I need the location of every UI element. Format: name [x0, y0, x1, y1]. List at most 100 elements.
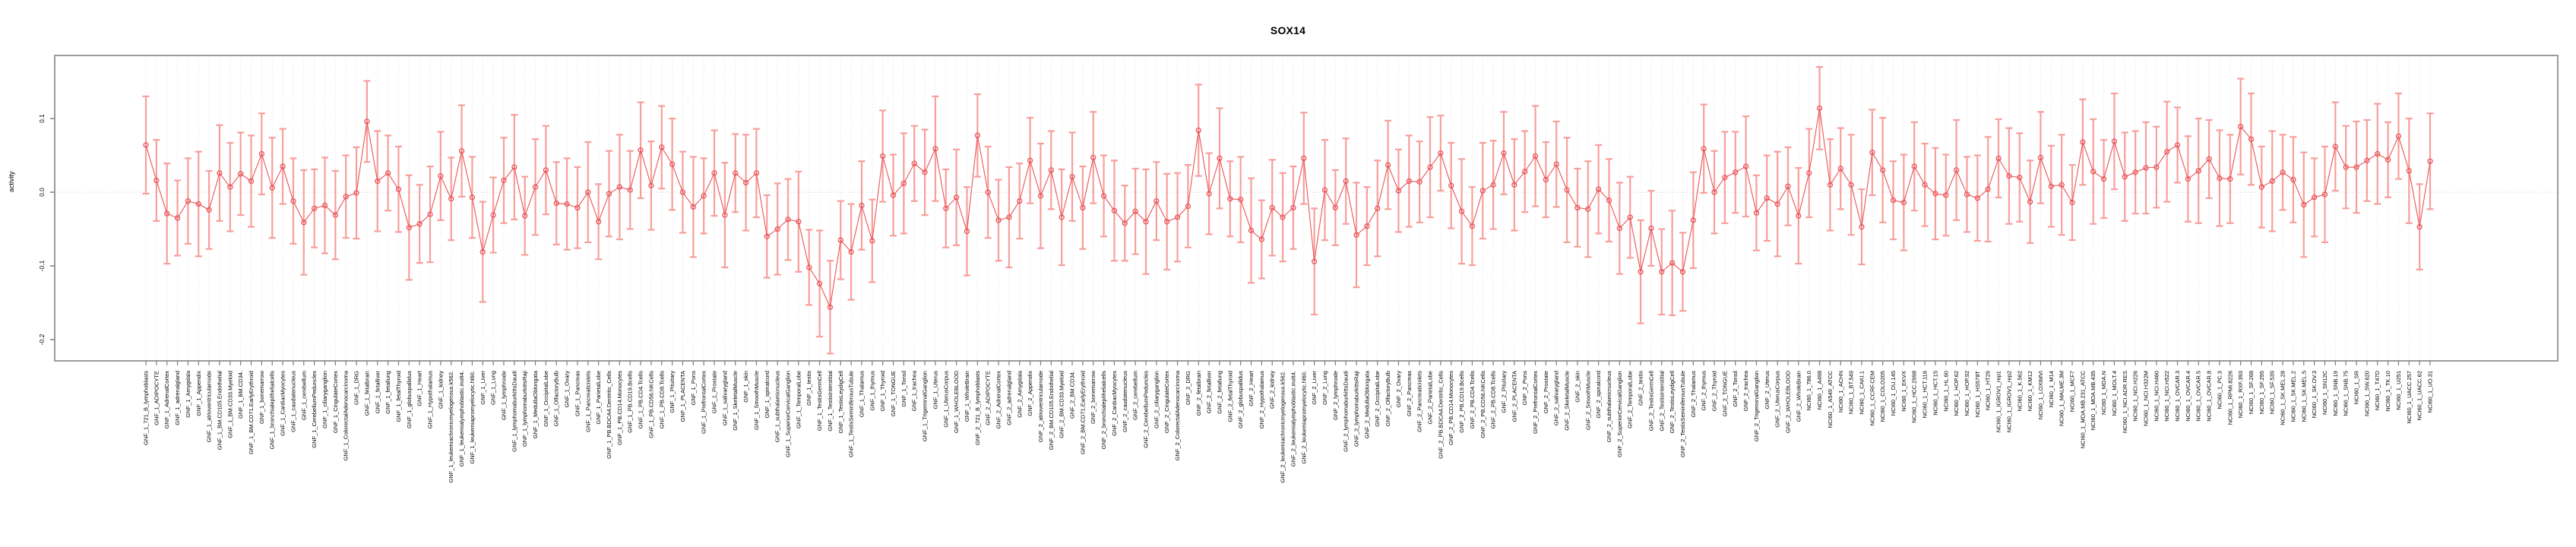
- x-tick-label: NCI60_1_HOP.62: [1953, 371, 1960, 416]
- data-point: [816, 280, 823, 286]
- data-point: [1385, 162, 1391, 168]
- data-point: [2311, 194, 2318, 201]
- data-point: [2364, 157, 2370, 163]
- data-point: [1806, 170, 1812, 176]
- x-tick-label: GNF_1_subthalamicnucleus: [774, 371, 781, 442]
- x-tick-label: GNF_1_bonemarrow: [258, 370, 265, 424]
- data-point: [2217, 175, 2223, 182]
- x-tick-label: NCI60_1_CCRF.CEM: [1869, 371, 1875, 426]
- x-tick-label: NCI60_1_A498: [1816, 371, 1823, 409]
- data-point: [2269, 178, 2275, 185]
- data-point: [2406, 168, 2412, 174]
- data-point: [922, 169, 928, 175]
- data-point: [2100, 175, 2107, 182]
- data-point: [553, 200, 559, 207]
- data-point: [1059, 214, 1065, 220]
- x-tick-label: GNF_2_Uterus: [1764, 371, 1771, 409]
- data-point: [2280, 169, 2286, 175]
- data-point: [1742, 163, 1749, 169]
- data-point: [953, 194, 960, 201]
- x-tick-label: GNF_2_fetallung: [1216, 371, 1223, 414]
- data-point: [1701, 146, 1707, 152]
- x-tick-label: NCI60_1_NCI.H226: [2132, 371, 2139, 422]
- data-point: [2321, 191, 2328, 198]
- x-tick-label: GNF_1_Pons: [690, 371, 697, 406]
- x-tick-label: NCI60_1_SNB.75: [2343, 371, 2350, 416]
- x-tick-label: NCI60_1_SK.OV.3: [2311, 371, 2318, 418]
- x-tick-label: GNF_1_BM.CD105.Endothelial: [216, 371, 223, 451]
- x-tick-label: GNF_2_TestisInterstitial: [1658, 371, 1665, 432]
- data-point: [796, 219, 802, 225]
- data-point: [522, 213, 528, 219]
- x-tick-label: GNF_1_WholeBrain: [964, 371, 970, 422]
- x-tick-label: GNF_2_Tonsil: [1732, 371, 1739, 407]
- x-tick-label: GNF_1_BM.CD34.: [237, 371, 244, 419]
- x-tick-label: GNF_2_thymus: [1701, 371, 1707, 411]
- x-tick-label: GNF_2_Pituitary: [1500, 371, 1507, 413]
- x-tick-label: GNF_1_PB.BDCA4.Dentritic_Cells: [606, 371, 612, 459]
- x-tick-label: GNF_2_OlfactoryBulb: [1385, 371, 1391, 426]
- x-tick-label: GNF_2_MedullaOblongata: [1363, 370, 1370, 438]
- x-tick-label: GNF_2_TestisGermCell: [1647, 371, 1654, 432]
- data-point: [869, 238, 875, 244]
- x-tick-label: NCI60_1_M14: [2048, 371, 2055, 407]
- data-point: [1343, 178, 1349, 185]
- data-point: [900, 180, 907, 187]
- x-tick-label: NCI60_1_NCI.H522: [2163, 371, 2170, 422]
- x-tick-label: NCI60_1_HCC.2998: [1911, 371, 1918, 423]
- x-tick-label: NCI60_1_OVCAR.4: [2185, 371, 2191, 422]
- data-point: [1532, 153, 1539, 160]
- y-tick-label: -0.1: [38, 260, 46, 271]
- data-point: [1048, 167, 1054, 173]
- x-tick-label: GNF_1_TestisSeminiferousTubule: [848, 371, 855, 457]
- x-tick-label: GNF_1_SmoothMuscle: [753, 371, 760, 430]
- data-point: [848, 248, 854, 255]
- x-tick-label: GNF_1_PB.CD4.Tcells: [638, 371, 644, 429]
- data-point: [2301, 201, 2307, 208]
- data-point: [742, 179, 749, 186]
- x-tick-label: GNF_1_TrigeminalGanglion: [922, 371, 929, 441]
- data-point: [1269, 204, 1275, 211]
- data-point: [1090, 154, 1097, 161]
- data-point: [1753, 210, 1760, 216]
- x-tick-label: GNF_1_lymphnode: [500, 371, 507, 420]
- x-tick-label: GNF_2_Ovary: [1395, 371, 1402, 408]
- x-tick-label: NCI60_1_UACC.62: [2416, 371, 2423, 420]
- data-point: [1080, 204, 1086, 211]
- x-tick-label: GNF_1_DRG: [353, 371, 360, 405]
- x-tick-label: GNF_2_SmoothMuscle: [1584, 371, 1591, 430]
- x-tick-label: GNF_1_ciliaryganglion: [321, 371, 328, 428]
- x-tick-label: GNF_1_atrioventricularnode: [206, 371, 213, 442]
- data-point: [2122, 173, 2128, 180]
- data-point: [1100, 193, 1107, 199]
- data-point: [1479, 188, 1486, 194]
- x-tick-label: GNF_2_lymphomaburkittsRaji: [1353, 371, 1360, 447]
- data-point: [2258, 184, 2265, 190]
- data-point: [1659, 269, 1665, 275]
- data-line-group: [145, 108, 2431, 309]
- data-point: [2353, 164, 2359, 170]
- data-point: [1785, 183, 1791, 189]
- data-point: [2027, 198, 2033, 205]
- plot-box: [54, 55, 2559, 362]
- x-tick-label: GNF_1_bronchialepithelialcells: [269, 371, 276, 450]
- x-tick-label: NCI60_1_IGROV1_rep1: [1995, 371, 2002, 432]
- x-tick-label: GNF_2_BM.CD33.Myeloid: [1059, 371, 1065, 438]
- data-point: [690, 204, 696, 210]
- x-tick-label: GNF_2_PLACENTA: [1511, 371, 1517, 422]
- x-tick-label: GNF_1_SkeletalMuscle: [732, 371, 739, 431]
- x-tick-label: NCI60_1_HS578T: [1974, 371, 1981, 418]
- x-tick-label: NCI60_1_SF.539: [2269, 371, 2276, 414]
- x-tick-label: GNF_2_ciliaryganglion: [1153, 371, 1160, 428]
- data-point: [1353, 232, 1359, 238]
- x-tick-label: GNF_1_CingulateCortex: [332, 371, 339, 433]
- data-point: [2164, 148, 2170, 155]
- data-point: [458, 148, 465, 154]
- data-point: [2248, 136, 2255, 142]
- x-tick-label: GNF_1_fetalThyroid: [395, 371, 402, 422]
- data-point: [1543, 176, 1549, 183]
- data-point: [1796, 213, 1802, 219]
- data-point: [837, 237, 843, 243]
- x-tick-label: GNF_1_ADIPOCYTE: [153, 371, 160, 425]
- data-point: [1375, 205, 1381, 211]
